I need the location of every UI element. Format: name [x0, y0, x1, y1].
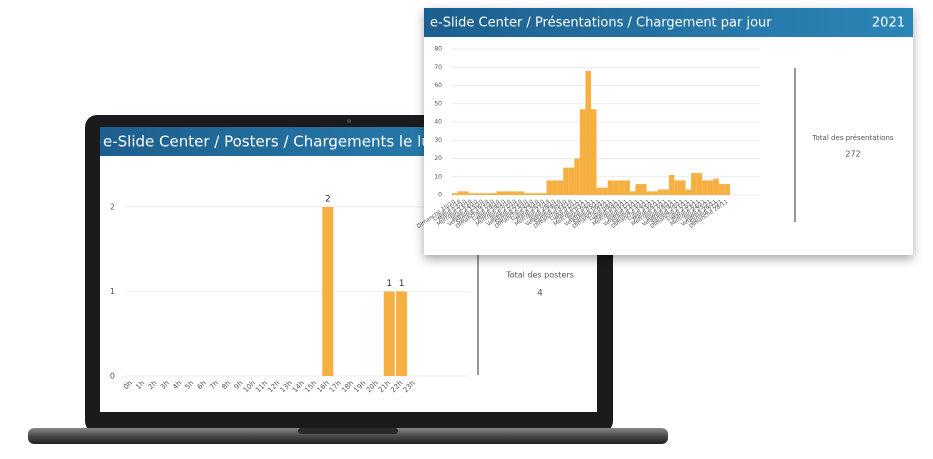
- laptop-notch: [298, 428, 398, 434]
- bar: [457, 191, 464, 195]
- x-tick-label: 4h: [171, 379, 183, 391]
- bar: [618, 180, 625, 195]
- bar: [657, 189, 664, 195]
- bar: [518, 191, 525, 195]
- y-tick-label: 40: [434, 119, 442, 126]
- bar: [463, 191, 469, 195]
- total-value: 272: [845, 150, 860, 159]
- bar: [568, 167, 575, 195]
- bar: [490, 193, 497, 195]
- y-tick-label: 70: [434, 64, 442, 71]
- bar: [674, 180, 680, 195]
- y-tick-label: 1: [110, 287, 115, 296]
- bar: [607, 180, 614, 195]
- bar: [641, 184, 647, 195]
- bar: [624, 180, 630, 195]
- bar: [552, 180, 558, 195]
- bar: [563, 167, 569, 195]
- bar: [596, 187, 603, 195]
- y-tick-label: 0: [110, 372, 115, 381]
- bar: [383, 291, 395, 376]
- bar: [585, 70, 591, 195]
- total-label: Total des posters: [505, 271, 574, 280]
- bar: [663, 189, 669, 195]
- bar: [713, 178, 719, 195]
- bar: [396, 291, 408, 376]
- bar: [707, 180, 714, 195]
- bar: [507, 191, 514, 195]
- data-label: 2: [325, 194, 331, 204]
- x-tick-label: 7h: [208, 379, 220, 391]
- card-year: 2021: [872, 16, 905, 31]
- bar: [629, 191, 636, 195]
- bar: [546, 180, 553, 195]
- card-header: [424, 8, 913, 37]
- y-tick-label: 0: [438, 192, 442, 199]
- bar: [724, 184, 730, 195]
- bar: [652, 191, 658, 195]
- bar: [496, 191, 503, 195]
- y-tick-label: 60: [434, 82, 442, 89]
- bar: [574, 158, 580, 195]
- bar: [485, 193, 491, 195]
- bar: [579, 109, 586, 195]
- data-label: 1: [399, 279, 405, 289]
- bar: [468, 193, 475, 195]
- y-tick-label: 2: [110, 202, 115, 211]
- bar: [613, 180, 619, 195]
- y-tick-label: 20: [434, 155, 442, 162]
- card-title: e-Slide Center / Présentations / Chargem…: [430, 16, 772, 31]
- laptop-base: [28, 428, 668, 444]
- bar: [702, 180, 708, 195]
- bar: [591, 109, 597, 195]
- bar: [502, 191, 508, 195]
- total-value: 4: [537, 289, 543, 299]
- total-label: Total des présentations: [811, 134, 894, 142]
- bar: [322, 206, 334, 376]
- bar: [646, 191, 653, 195]
- bar: [696, 173, 703, 195]
- x-tick-label: 1h: [134, 379, 146, 391]
- bar: [524, 193, 530, 195]
- bar: [691, 173, 697, 195]
- x-tick-label: 9h: [233, 379, 245, 391]
- x-tick-label: 5h: [183, 379, 195, 391]
- x-tick-label: 2h: [147, 379, 159, 391]
- camera: [347, 119, 351, 123]
- x-tick-label: 8h: [220, 379, 232, 391]
- bar: [474, 193, 480, 195]
- bar: [635, 184, 642, 195]
- bar: [535, 193, 541, 195]
- y-tick-label: 50: [434, 100, 442, 107]
- card: e-Slide Center / Présentations / Chargem…: [416, 8, 913, 255]
- bar: [602, 187, 608, 195]
- bar: [540, 193, 547, 195]
- bar: [529, 193, 536, 195]
- bar: [557, 180, 564, 195]
- bar: [718, 184, 725, 195]
- data-label: 1: [386, 279, 392, 289]
- x-tick-label: 3h: [159, 379, 171, 391]
- bar: [479, 193, 486, 195]
- bar: [679, 180, 686, 195]
- x-tick-label: 0h: [122, 379, 134, 391]
- bar: [685, 189, 692, 195]
- y-tick-label: 30: [434, 137, 442, 144]
- y-tick-label: 10: [434, 173, 442, 180]
- bar: [452, 193, 458, 195]
- bar: [513, 191, 519, 195]
- x-tick-label: 6h: [196, 379, 208, 391]
- y-tick-label: 80: [434, 46, 442, 53]
- bar: [668, 174, 675, 195]
